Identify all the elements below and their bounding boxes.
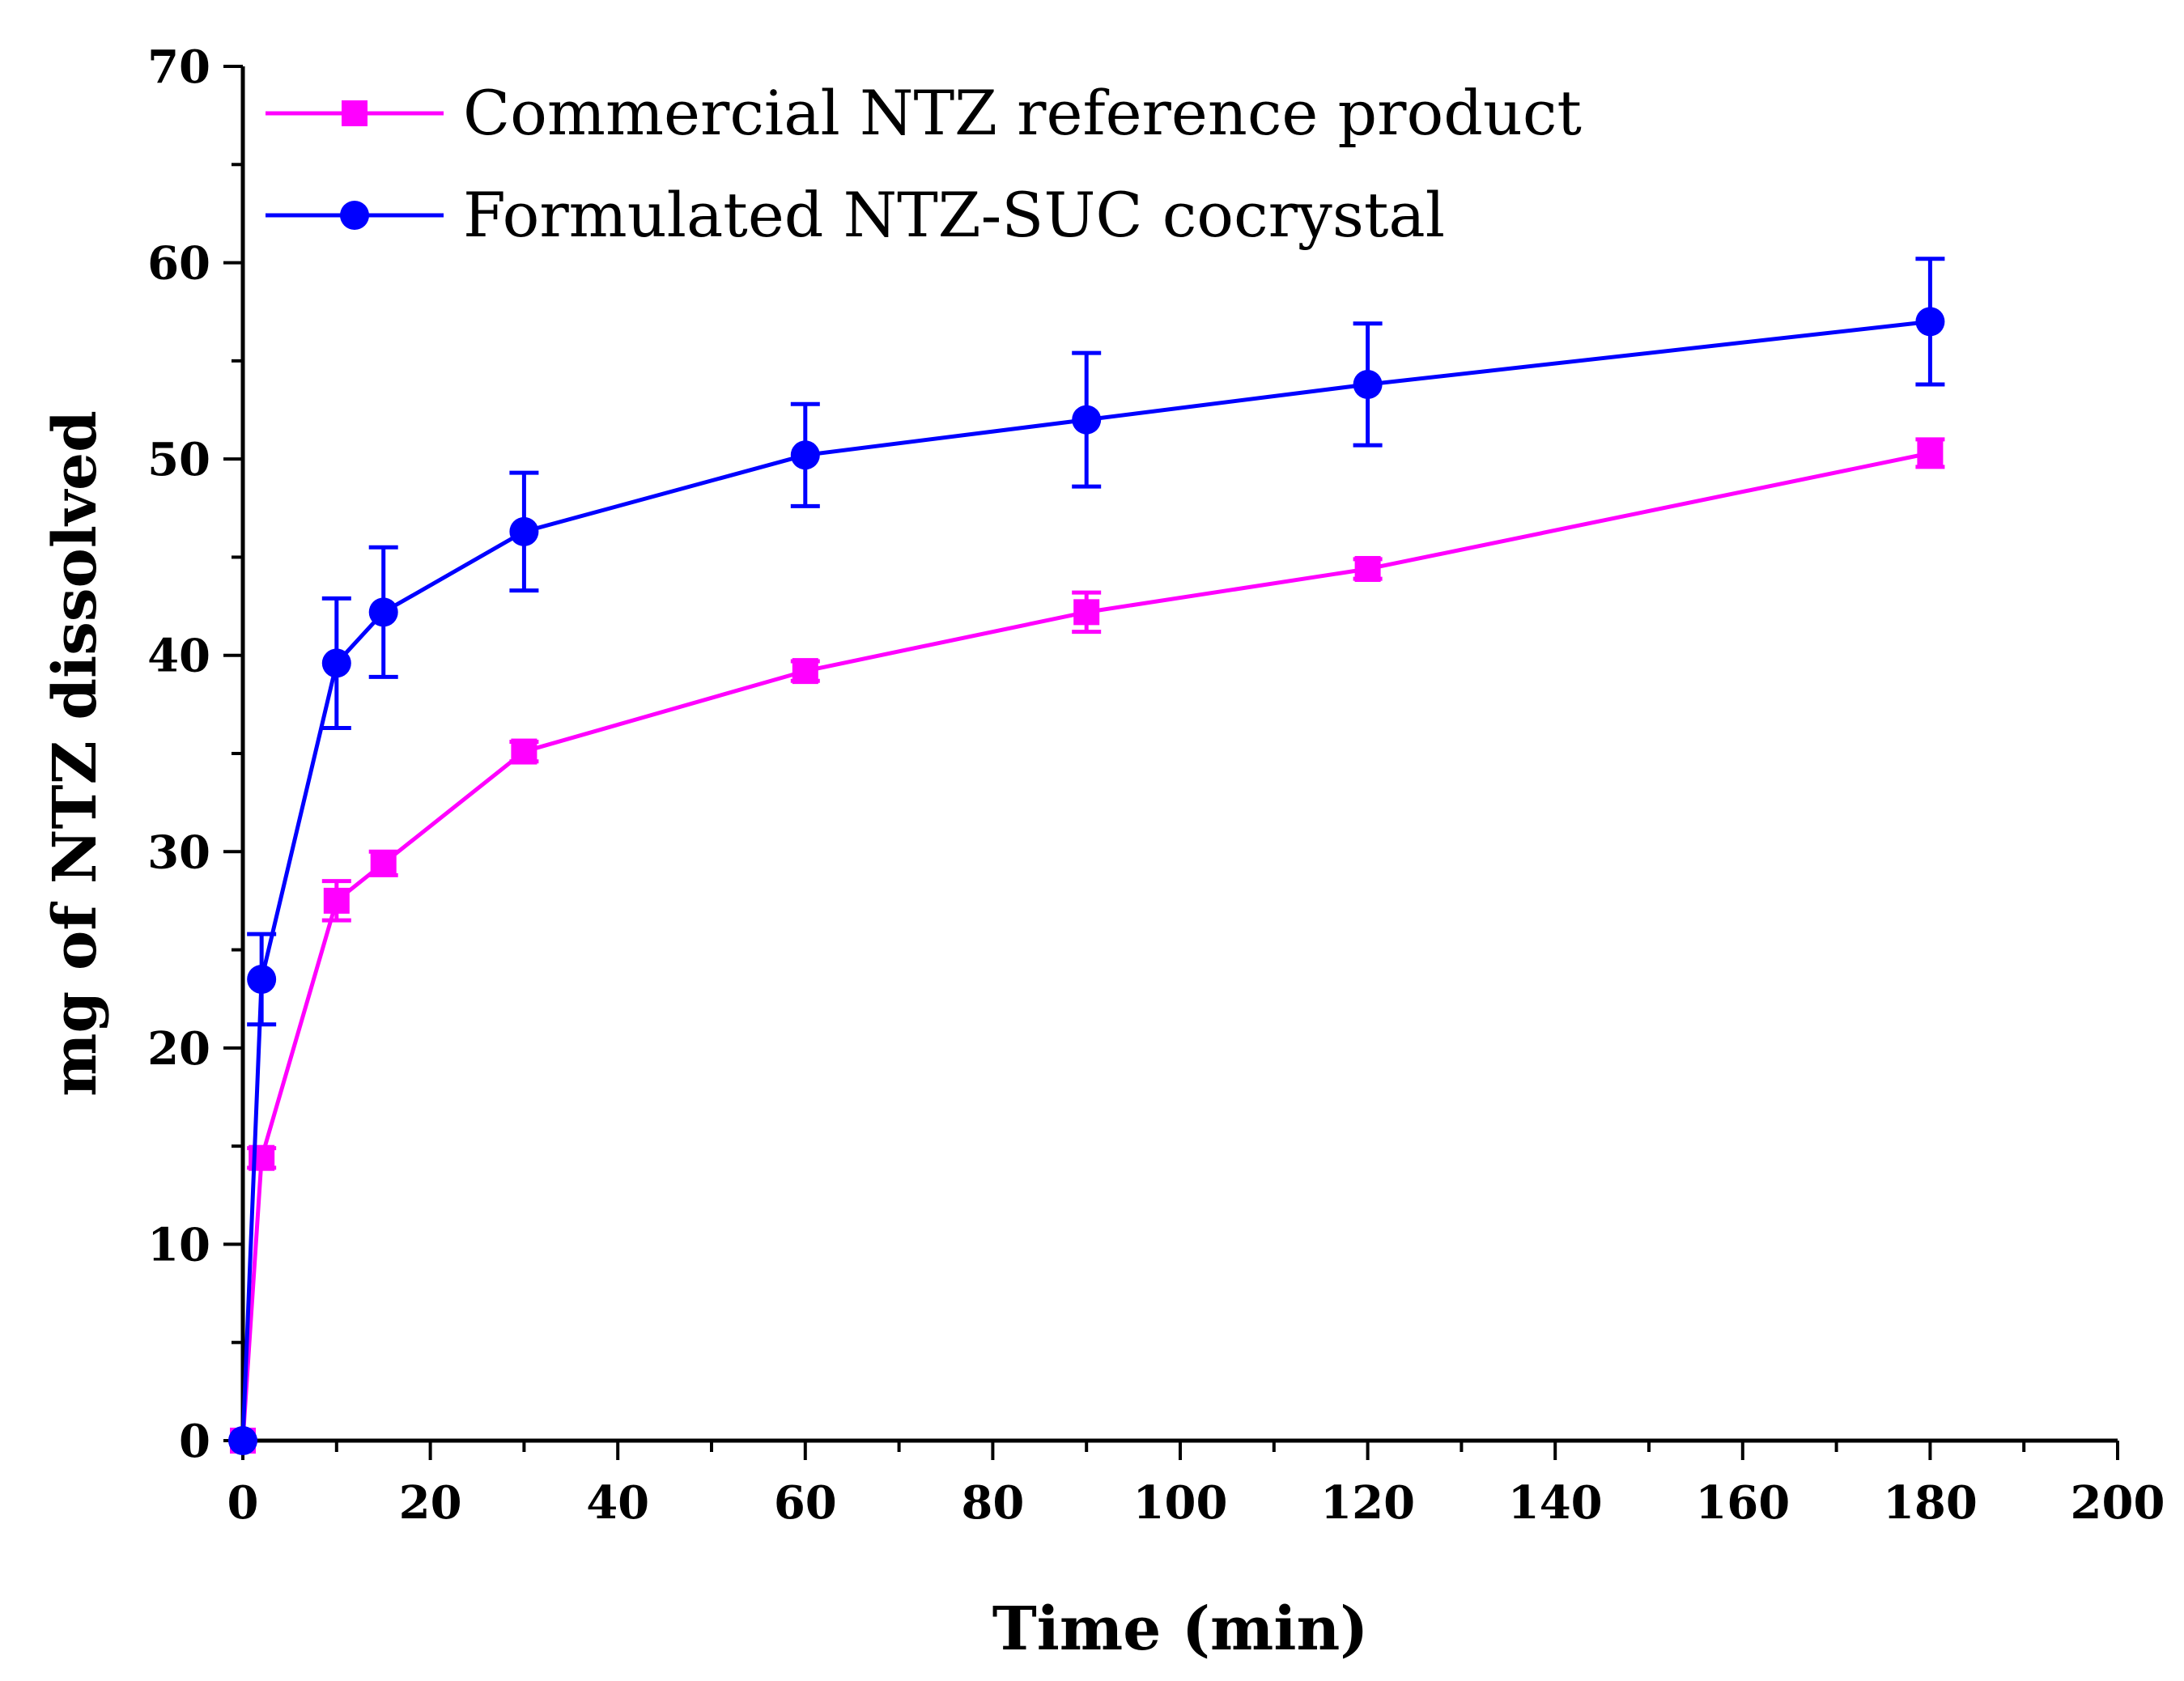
x-tick-label: 120 (1320, 1476, 1415, 1530)
y-axis-title: mg of NTZ dissolved (40, 410, 110, 1097)
series-ntz-suc-cocrystal (228, 257, 1945, 1455)
data-point-circle (1915, 307, 1945, 337)
y-tick-label: 60 (147, 237, 210, 291)
legend-entry: Commercial NTZ reference product (266, 77, 1582, 149)
data-point-circle (368, 597, 398, 627)
data-series (228, 257, 1945, 1455)
data-point-circle (247, 964, 277, 994)
legend-label: Commercial NTZ reference product (463, 77, 1582, 149)
data-point-circle (321, 648, 351, 678)
legend-label: Formulated NTZ-SUC cocrystal (463, 179, 1445, 251)
x-tick-label: 100 (1133, 1476, 1228, 1530)
data-point-square (1354, 555, 1381, 582)
x-tick-label: 0 (227, 1476, 259, 1530)
y-tick-label: 40 (147, 630, 210, 683)
data-point-square (792, 658, 818, 685)
data-point-square (370, 850, 397, 877)
y-tick-label: 20 (147, 1022, 210, 1076)
axes: 0 20 40 60 80 100 120 140 160 180 200 0 10 20 30 40 50 60… (40, 40, 2165, 1664)
legend-marker-circle (340, 201, 369, 230)
y-tick-label: 10 (147, 1218, 210, 1271)
x-tick-label: 160 (1695, 1476, 1790, 1530)
x-tick-label: 80 (961, 1476, 1024, 1530)
y-tick-label: 70 (147, 40, 210, 94)
data-point-circle (509, 516, 539, 546)
x-tick-label: 140 (1508, 1476, 1603, 1530)
data-point-circle (790, 440, 820, 470)
y-tick-label: 30 (147, 826, 210, 879)
y-tick-label: 0 (179, 1415, 210, 1468)
x-tick-label: 40 (586, 1476, 649, 1530)
legend-marker-square (342, 100, 368, 126)
y-tick-label: 50 (147, 433, 210, 486)
data-point-circle (1072, 405, 1102, 435)
x-tick-label: 60 (774, 1476, 837, 1530)
data-point-square (511, 738, 538, 765)
data-point-square (1073, 599, 1100, 626)
data-point-circle (1353, 369, 1383, 399)
x-tick-label: 200 (2071, 1476, 2165, 1530)
series-commercial-reference (230, 437, 1945, 1454)
x-tick-label: 180 (1883, 1476, 1978, 1530)
x-axis-title: Time (min) (992, 1594, 1369, 1664)
series-line (240, 319, 1931, 1441)
legend: Commercial NTZ reference product Formulat… (266, 77, 1582, 251)
x-tick-label: 20 (399, 1476, 462, 1530)
data-point-square (323, 887, 350, 914)
legend-entry: Formulated NTZ-SUC cocrystal (266, 179, 1445, 251)
data-point-square (1917, 439, 1944, 466)
data-point-circle (228, 1426, 257, 1455)
